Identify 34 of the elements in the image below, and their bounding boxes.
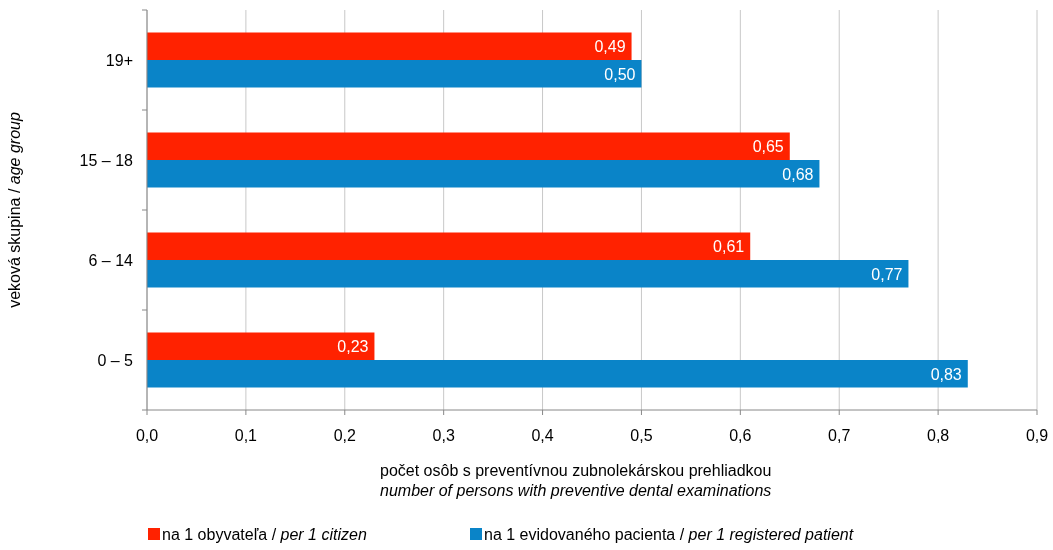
bar: [147, 60, 642, 88]
x-tick-label: 0,3: [432, 427, 455, 444]
data-label: 0,61: [713, 238, 745, 256]
bar: [147, 360, 968, 388]
data-label: 0,50: [604, 65, 636, 83]
x-tick-label: 0,2: [333, 427, 356, 444]
y-tick-label: 0 – 5: [97, 352, 134, 369]
bar: [147, 160, 820, 188]
x-tick-label: 0,4: [531, 427, 554, 444]
data-label: 0,23: [337, 338, 369, 356]
data-label: 0,83: [930, 365, 962, 383]
bar: [147, 132, 790, 160]
x-tick-label: 0,0: [135, 427, 159, 444]
legend-label: na 1 obyvateľa / per 1 citizen: [162, 526, 367, 543]
y-tick-label: 6 – 14: [88, 252, 134, 269]
legend-label: na 1 evidovaného pacienta / per 1 registered patient: [484, 526, 854, 543]
data-label: 0,49: [594, 38, 626, 56]
data-label: 0,65: [752, 138, 784, 156]
x-tick-label: 0,5: [630, 427, 653, 444]
data-label: 0,68: [782, 165, 814, 183]
bar: [147, 32, 632, 60]
y-tick-label: 15 – 18: [79, 152, 134, 169]
data-label: 0,77: [871, 265, 903, 283]
bar: [147, 332, 375, 360]
x-tick-label: 0,9: [1025, 427, 1049, 444]
x-axis-title: počet osôb s preventívnou zubnolekárskou prehliadkou number of persons with preventive dental examinations: [380, 462, 772, 499]
x-tick-label: 0,6: [729, 427, 752, 444]
y-tick-label: 19+: [105, 52, 133, 69]
x-tick-label: 0,1: [234, 427, 258, 444]
y-axis-title: veková skupina / age group: [6, 112, 23, 308]
x-tick-label: 0,7: [828, 427, 851, 444]
bar: [147, 232, 751, 260]
x-tick-label: 0,8: [926, 427, 950, 444]
bar: [147, 260, 909, 288]
